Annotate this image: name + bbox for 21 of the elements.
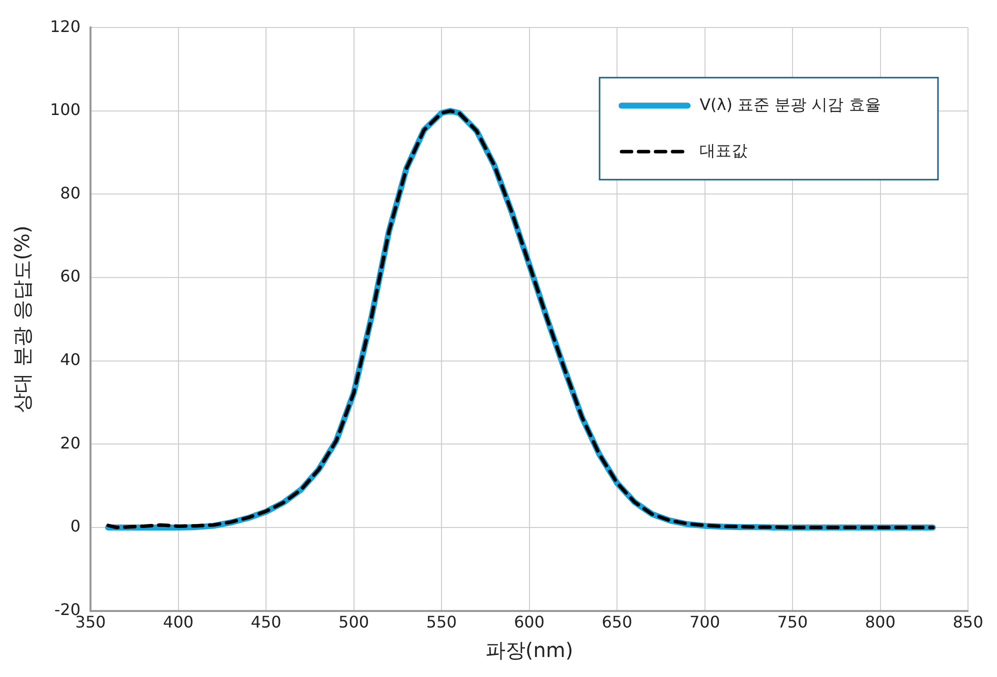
x-tick-label: 400 bbox=[163, 612, 194, 632]
y-tick-label: 40 bbox=[60, 350, 81, 370]
x-axis-title: 파장(nm) bbox=[485, 638, 574, 662]
y-tick-label: 0 bbox=[70, 516, 81, 536]
y-tick-label: 20 bbox=[60, 433, 81, 452]
y-tick-label: 60 bbox=[60, 266, 81, 286]
y-axis-title: 상대 분광 응답도(%) bbox=[10, 226, 34, 413]
x-tick-label: 800 bbox=[864, 612, 896, 632]
x-tick-label: 700 bbox=[689, 612, 720, 632]
x-tick-label: 600 bbox=[514, 612, 545, 632]
y-tick-label: 80 bbox=[60, 183, 81, 202]
x-tick-label: 650 bbox=[602, 612, 632, 632]
x-tick-label: 850 bbox=[952, 612, 984, 632]
legend-label: 대표값 bbox=[700, 140, 748, 160]
y-tick-label: 100 bbox=[50, 100, 81, 120]
x-tick-label: 500 bbox=[338, 612, 370, 632]
x-tick-label: 450 bbox=[250, 612, 282, 632]
x-tick-label: 550 bbox=[426, 612, 457, 632]
x-tick-label: 750 bbox=[777, 612, 808, 632]
legend-label: V(λ) 표준 분광 시감 효율 bbox=[700, 94, 881, 114]
y-tick-label: 120 bbox=[50, 16, 81, 36]
